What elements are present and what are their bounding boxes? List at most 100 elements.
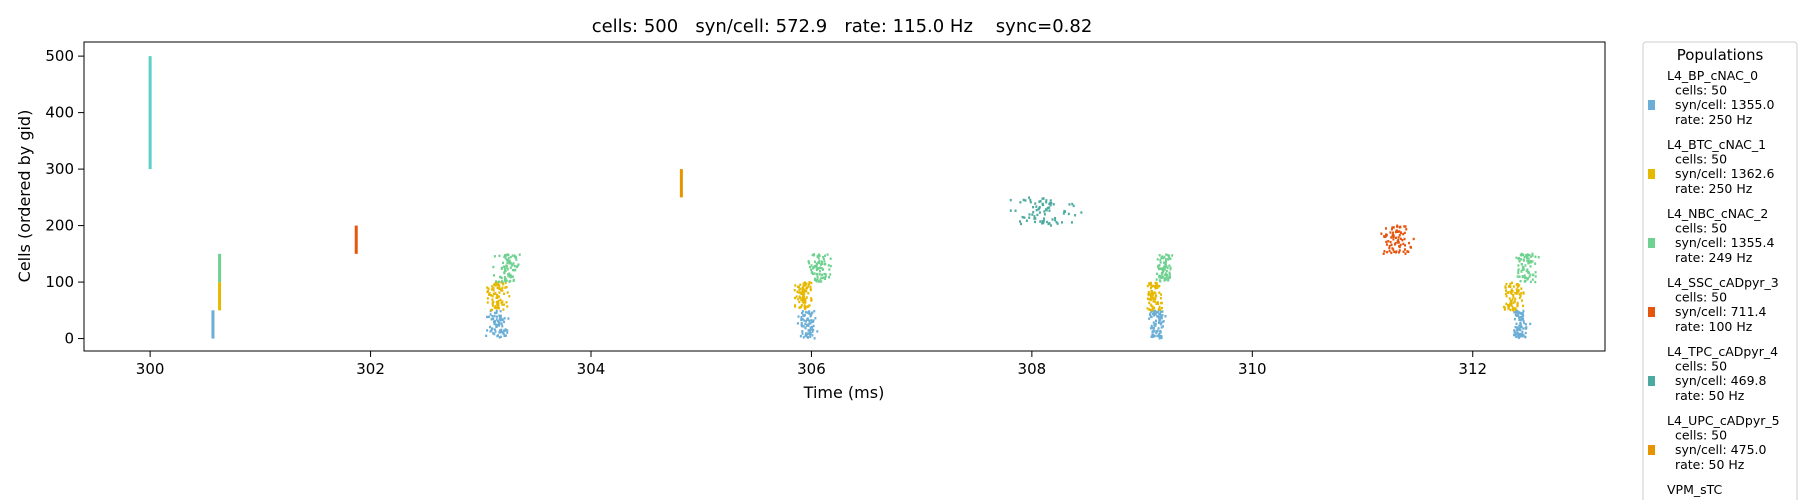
spike-mark [1518, 335, 1521, 339]
spike-mark [1161, 270, 1164, 274]
spike-mark [808, 281, 811, 284]
spike-mark [496, 294, 499, 297]
spike-mark [1522, 253, 1525, 256]
spike-mark [1160, 256, 1163, 260]
legend-swatch [1648, 100, 1655, 110]
spike-mark [1161, 310, 1164, 313]
spike-mark [499, 318, 502, 321]
spike-mark [821, 273, 824, 277]
spike-mark [504, 334, 507, 337]
spike-mark [821, 262, 824, 265]
spike-mark [505, 264, 508, 267]
spike-mark [493, 332, 496, 336]
spike-mark [1516, 301, 1519, 305]
legend-text: L4_BTC_cNAC_1 [1667, 137, 1766, 152]
spike-mark [1035, 208, 1038, 212]
spike-mark [504, 269, 507, 272]
spike-mark [1521, 275, 1524, 278]
y-tick-label: 100 [45, 273, 74, 291]
spike-mark [816, 330, 819, 333]
spike-mark [491, 295, 494, 298]
spike-mark [805, 333, 808, 337]
spike-mark [1385, 240, 1388, 244]
spike-mark [1403, 225, 1406, 228]
spike-mark [1148, 301, 1151, 304]
spike-mark [818, 267, 821, 270]
spike-event-l4-btc-cnac-1-18 [1502, 281, 1525, 312]
spike-mark [1045, 201, 1048, 204]
spike-mark [800, 304, 803, 307]
spike-mark [803, 284, 806, 287]
spike-mark [1041, 203, 1044, 206]
spike-mark [1525, 326, 1528, 330]
spike-mark [1168, 276, 1171, 279]
spike-mark [1510, 288, 1513, 291]
spike-mark [1063, 209, 1066, 213]
spike-mark [1151, 330, 1154, 333]
spike-mark [1393, 250, 1396, 254]
spike-mark [1527, 257, 1530, 260]
spike-mark [1385, 233, 1388, 237]
spike-mark [804, 334, 807, 337]
spike-mark [498, 286, 501, 289]
spike-mark [1154, 319, 1157, 323]
spike-mark [496, 286, 499, 290]
spike-mark [1155, 282, 1158, 285]
spike-mark [801, 318, 804, 321]
spike-mark [1156, 311, 1159, 314]
spike-mark [1159, 316, 1162, 320]
spike-mark [1518, 284, 1521, 287]
spike-mark [1049, 224, 1052, 227]
spike-mark [499, 275, 502, 279]
spike-mark [1163, 279, 1166, 282]
spike-mark [1164, 258, 1167, 261]
spike-mark [1168, 264, 1171, 267]
spike-mark [504, 257, 507, 260]
spike-mark [503, 279, 506, 282]
spike-mark [1519, 315, 1522, 319]
spike-mark [806, 311, 809, 314]
spike-mark [1526, 268, 1529, 271]
spike-mark [1516, 285, 1519, 289]
spike-mark [509, 273, 512, 277]
spike-mark [1524, 335, 1527, 339]
spike-mark [1169, 268, 1172, 271]
legend-text: L4_UPC_cADpyr_5 [1667, 413, 1780, 428]
spike-mark [800, 292, 803, 296]
spike-mark [1165, 265, 1168, 269]
y-axis-label: Cells (ordered by gid) [15, 110, 34, 283]
spike-mark [813, 253, 816, 256]
spike-mark [503, 292, 506, 296]
spike-mark [1156, 301, 1159, 305]
spike-mark [794, 304, 797, 307]
legend-swatch [1648, 376, 1655, 386]
spike-mark [1522, 327, 1525, 330]
spike-mark [1153, 310, 1156, 313]
spike-mark [1504, 285, 1507, 288]
spike-mark [802, 296, 805, 300]
spike-mark [498, 336, 501, 339]
spike-mark [1523, 255, 1526, 259]
spike-event-l4-bp-cnac-0-13 [1148, 309, 1167, 340]
x-tick-label: 306 [797, 360, 826, 378]
spike-mark [807, 292, 810, 295]
spike-mark [808, 322, 811, 325]
spike-mark [500, 301, 503, 304]
spike-mark [813, 337, 816, 340]
spike-mark [494, 305, 497, 308]
legend-text: cells: 50 [1667, 359, 1727, 374]
spike-mark [1530, 255, 1533, 258]
spike-mark [1165, 275, 1168, 279]
spike-mark [801, 330, 804, 333]
spike-mark [1518, 324, 1521, 327]
y-axis: 0 100 200 300 400 500 [45, 47, 84, 348]
spike-mark [493, 274, 496, 277]
spike-mark [489, 330, 492, 333]
spike-mark [808, 329, 811, 332]
legend-text: VPM_sTC [1667, 482, 1723, 497]
spike-mark [819, 278, 822, 281]
spike-mark [515, 256, 518, 259]
spike-mark [494, 281, 497, 285]
spike-mark [1048, 206, 1051, 209]
